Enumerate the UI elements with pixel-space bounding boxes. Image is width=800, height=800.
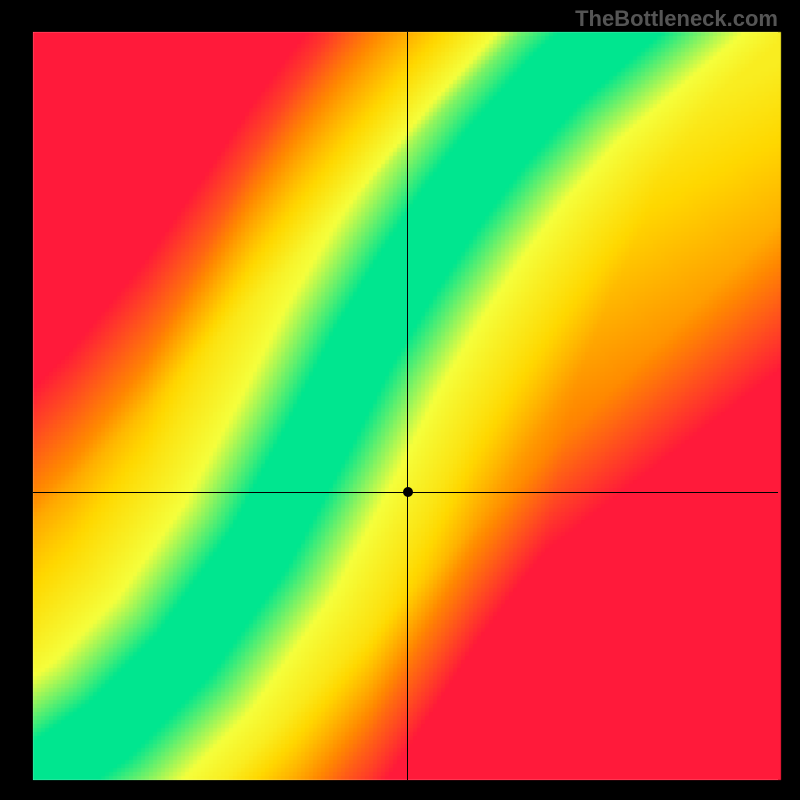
watermark-text: TheBottleneck.com [575,6,778,32]
crosshair-marker [403,487,413,497]
crosshair-vertical [407,32,408,780]
chart-container: TheBottleneck.com [0,0,800,800]
heatmap-canvas [0,0,800,800]
